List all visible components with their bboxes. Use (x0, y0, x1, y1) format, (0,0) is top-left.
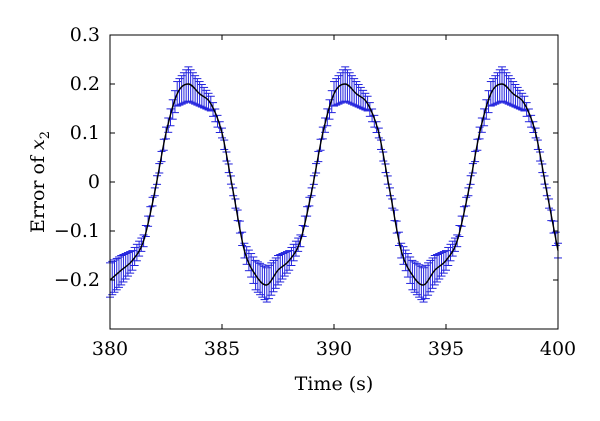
mean-error-line (109, 83, 559, 286)
y-tick-label: −0.2 (54, 269, 100, 291)
y-tick-label: 0.2 (70, 73, 100, 95)
y-axis-label-symbol: x (27, 139, 49, 150)
x-tick-label: 395 (428, 338, 464, 360)
x-tick-label: 385 (204, 338, 240, 360)
x-axis-label: Time (s) (295, 373, 374, 395)
y-tick-label: 0 (88, 171, 100, 193)
x-tick-label: 390 (316, 338, 352, 360)
y-tick-label: 0.1 (70, 122, 100, 144)
x-axis-ticks: 380 385 390 395 400 (92, 35, 576, 360)
x-tick-label: 380 (92, 338, 128, 360)
y-axis-ticks: −0.2 −0.1 0 0.1 0.2 0.3 (54, 24, 558, 291)
y-tick-label: −0.1 (54, 220, 100, 242)
y-axis-label: Error of x2 (27, 131, 53, 233)
y-tick-label: 0.3 (70, 24, 100, 46)
x-tick-label: 400 (540, 338, 576, 360)
y-axis-label-subscript: 2 (38, 131, 53, 139)
y-axis-label-prefix: Error of (27, 150, 49, 233)
